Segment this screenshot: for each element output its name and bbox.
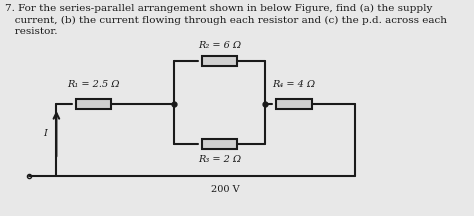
FancyBboxPatch shape	[76, 99, 111, 108]
FancyBboxPatch shape	[276, 99, 312, 108]
Text: 200 V: 200 V	[211, 185, 240, 194]
Text: R₂ = 6 Ω: R₂ = 6 Ω	[198, 41, 241, 50]
Text: I: I	[43, 129, 46, 138]
FancyBboxPatch shape	[202, 140, 237, 149]
FancyBboxPatch shape	[202, 56, 237, 66]
Text: R₃ = 2 Ω: R₃ = 2 Ω	[198, 156, 241, 164]
Text: R₄ = 4 Ω: R₄ = 4 Ω	[273, 80, 316, 89]
Text: 7. For the series-parallel arrangement shown in below Figure, find (a) the suppl: 7. For the series-parallel arrangement s…	[5, 3, 447, 37]
Text: R₁ = 2.5 Ω: R₁ = 2.5 Ω	[67, 80, 120, 89]
